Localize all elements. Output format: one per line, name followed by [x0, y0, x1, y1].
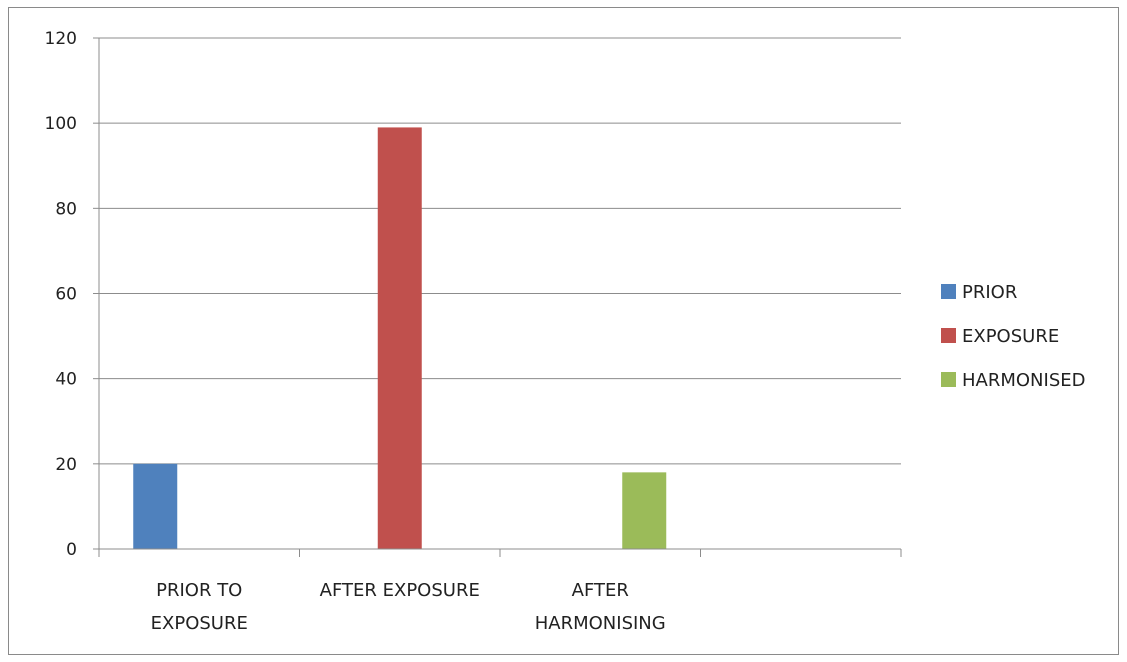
- legend-label-harmonised: HARMONISED: [962, 370, 1086, 391]
- bar-exposure: [377, 127, 422, 550]
- axes: [93, 37, 902, 557]
- y-tick-label: 120: [45, 29, 77, 49]
- y-tick-label: 100: [45, 114, 77, 134]
- legend-swatch-prior: [941, 284, 956, 299]
- x-category-label: AFTER EXPOSURE: [320, 580, 480, 601]
- y-tick-label: 80: [55, 199, 77, 219]
- chart-frame: [8, 7, 1119, 655]
- y-tick-labels: 0 20 40 60 80 100 120: [45, 29, 77, 560]
- legend: PRIOR EXPOSURE HARMONISED: [941, 282, 1086, 391]
- bar-harmonised: [622, 472, 667, 549]
- y-tick-label: 20: [55, 455, 77, 475]
- bar-prior: [133, 463, 178, 549]
- y-tick-label: 60: [55, 285, 77, 305]
- x-category-label: EXPOSURE: [151, 613, 248, 634]
- legend-swatch-exposure: [941, 328, 956, 343]
- y-tick-label: 40: [55, 370, 77, 390]
- x-category-label: HARMONISING: [535, 613, 666, 634]
- x-category-label: PRIOR TO: [156, 580, 242, 601]
- gridlines: [99, 37, 901, 465]
- x-category-labels: PRIOR TO EXPOSURE AFTER EXPOSURE AFTER HARMO…: [151, 580, 666, 634]
- x-category-label: AFTER: [572, 580, 629, 601]
- bars: [133, 127, 667, 550]
- legend-swatch-harmonised: [941, 372, 956, 387]
- y-tick-label: 0: [66, 540, 77, 560]
- legend-label-exposure: EXPOSURE: [962, 326, 1059, 347]
- legend-label-prior: PRIOR: [962, 282, 1017, 303]
